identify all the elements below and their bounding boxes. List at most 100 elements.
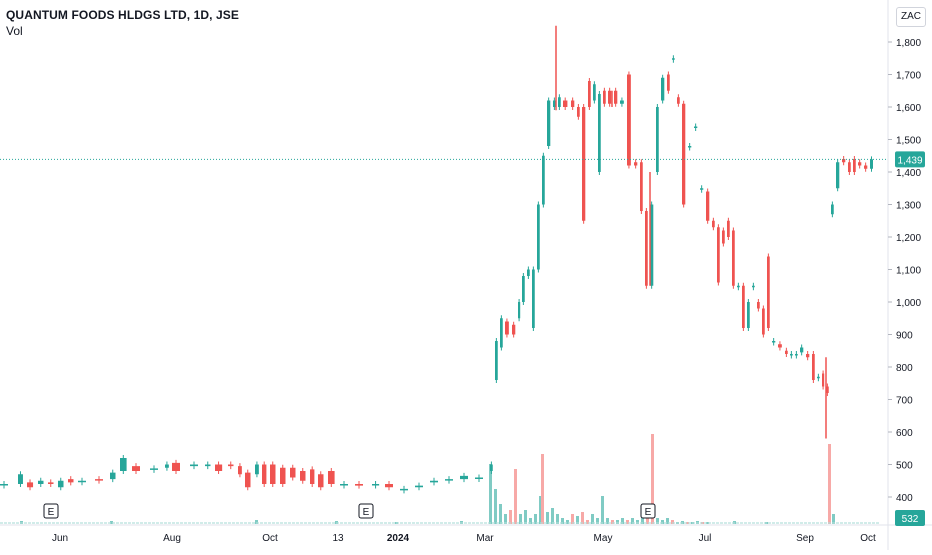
time-tick-label: 2024 <box>387 533 410 544</box>
volume-bar <box>0 522 3 524</box>
volume-bar <box>332 522 335 524</box>
price-tick-label: 1,300 <box>896 201 921 212</box>
price-axis[interactable]: 400 500 600 700 800 900 1,000 1,100 1,200 1,300 1,… <box>888 38 921 504</box>
volume-bar <box>488 522 491 524</box>
volume-bar <box>40 522 43 524</box>
candle-body <box>547 100 551 146</box>
candlesticks <box>0 25 873 494</box>
volume-bar <box>400 522 403 524</box>
candle-body <box>836 162 840 189</box>
candle-body <box>727 220 730 237</box>
candle-body <box>340 484 348 486</box>
volume-bar <box>500 522 503 524</box>
volume-bar <box>436 522 439 524</box>
volume-bar <box>788 522 791 524</box>
candle-body <box>800 347 804 353</box>
volume-bar <box>528 522 531 524</box>
candle-body <box>712 220 715 228</box>
volume-bar <box>340 522 343 524</box>
candle-body <box>120 458 127 471</box>
volume-bar <box>84 522 87 524</box>
symbol-title[interactable]: QUANTUM FOODS HLDGS LTD, 1D, JSE <box>6 8 239 22</box>
volume-bar <box>664 522 667 524</box>
volume-bar <box>80 522 83 524</box>
candle-body <box>737 285 740 288</box>
candle-body <box>310 469 315 484</box>
volume-bar <box>736 522 739 524</box>
volume-bar <box>128 522 131 524</box>
candle-body <box>245 472 251 488</box>
volume-bar <box>804 522 807 524</box>
volume-bar <box>144 522 147 524</box>
candle-body <box>778 344 782 348</box>
volume-bar <box>592 522 595 524</box>
volume-bar <box>240 522 243 524</box>
candle-body <box>280 467 286 484</box>
candle-body <box>0 484 8 486</box>
earnings-marker-box <box>358 503 374 519</box>
candle-body <box>18 474 23 484</box>
volume-bar <box>188 522 191 524</box>
earnings-marker[interactable]: E <box>358 503 374 519</box>
time-axis[interactable]: Jun Aug Oct 13 2024 Mar May Jul Sep Oct <box>52 533 876 544</box>
price-tick-label: 1,200 <box>896 233 921 244</box>
volume-bar <box>640 522 643 524</box>
candle-body <box>228 464 234 467</box>
time-tick-label: Mar <box>476 533 494 544</box>
candle-body <box>558 97 561 107</box>
volume-bar <box>308 522 311 524</box>
volume-bar <box>348 522 351 524</box>
volume-bar <box>408 522 411 524</box>
volume-bar <box>836 522 839 524</box>
volume-bar <box>132 522 135 524</box>
candle-body <box>372 484 380 486</box>
candle-body <box>790 354 793 356</box>
candle-body <box>78 480 86 483</box>
volume-bar <box>656 522 659 524</box>
volume-bar <box>580 522 583 524</box>
volume-bar <box>489 464 492 524</box>
volume-bar <box>228 522 231 524</box>
candle-body <box>634 162 638 166</box>
volume-bar <box>576 522 579 524</box>
candle-body <box>500 318 503 348</box>
candle-body <box>255 464 259 475</box>
currency-button[interactable]: ZAC <box>896 7 926 27</box>
volume-bar <box>684 522 687 524</box>
volume-bar <box>744 522 747 524</box>
volume-bar <box>512 522 515 524</box>
volume-bar <box>628 522 631 524</box>
candle-body <box>495 341 498 380</box>
volume-bar <box>372 522 375 524</box>
candle-body <box>608 90 612 104</box>
candle-body <box>826 386 829 393</box>
volume-bar <box>384 522 387 524</box>
candle-body <box>460 475 468 480</box>
volume-bar <box>660 522 663 524</box>
volume-bar <box>868 522 871 524</box>
candle-body <box>505 321 509 335</box>
volume-bar <box>644 522 647 524</box>
volume-indicator-label[interactable]: Vol <box>6 24 23 38</box>
volume-bar <box>444 522 447 524</box>
volume-bar <box>312 522 315 524</box>
volume-bar <box>368 522 371 524</box>
earnings-marker[interactable]: E <box>43 503 59 519</box>
candle-body <box>238 466 242 475</box>
volume-bar <box>780 522 783 524</box>
candle-body <box>700 188 704 190</box>
volume-bar <box>652 522 655 524</box>
volume-bar <box>460 522 463 524</box>
volume-bar <box>420 522 423 524</box>
volume-bar <box>124 522 127 524</box>
candle-body <box>385 484 393 488</box>
earnings-marker[interactable]: E <box>640 503 656 519</box>
volume-bar <box>548 522 551 524</box>
earnings-marker-label: E <box>48 507 55 518</box>
volume-bar <box>820 522 823 524</box>
candle-body <box>747 302 750 328</box>
volume-bar <box>608 522 611 524</box>
volume-bar <box>180 522 183 524</box>
volume-bar <box>110 521 113 524</box>
candle-body <box>627 74 631 166</box>
